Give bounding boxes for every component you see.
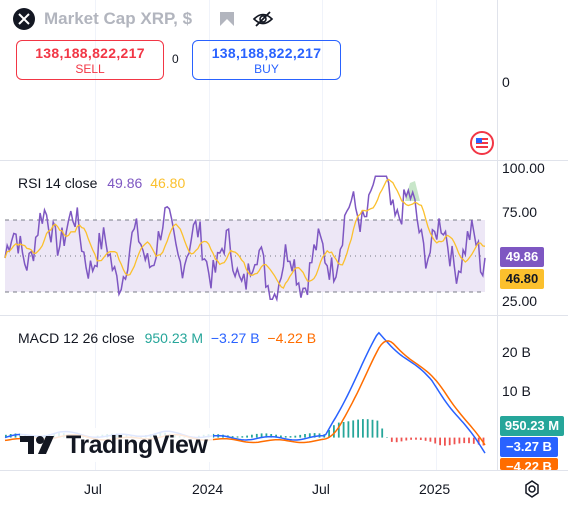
buy-price: 138,188,822,217 (211, 45, 322, 61)
macd-histogram-bar (410, 437, 412, 440)
rsi-axis-label: 100.00 (502, 160, 545, 176)
rsi-legend-label: RSI 14 close (18, 175, 98, 191)
rsi-axis-label: 25.00 (502, 293, 538, 309)
macd-axis-label: 20 B (502, 344, 531, 360)
macd-histogram-bar (444, 437, 446, 446)
macd-histogram-bar (313, 433, 316, 438)
rsi-legend[interactable]: RSI 14 close 49.86 46.80 (18, 175, 185, 191)
rsi-axis-label: 75.00 (502, 204, 538, 220)
macd-histogram-bar (468, 437, 470, 444)
rsi-legend-value: 49.86 (107, 175, 143, 191)
sell-price: 138,188,822,217 (35, 45, 145, 61)
macd-histogram-bar (251, 434, 253, 438)
macd-histogram-bar (472, 437, 475, 444)
macd-hist-badge: 950.23 M (500, 416, 564, 436)
time-axis-label: 2025 (419, 481, 451, 497)
price-axis-label: 0 (502, 74, 510, 90)
macd-axis-label: 10 B (502, 383, 531, 399)
macd-histogram-bar (299, 434, 302, 438)
time-axis-border (0, 470, 568, 471)
time-axis-label: 2024 (192, 481, 224, 497)
macd-histogram-bar (439, 437, 441, 446)
macd-histogram-bar (376, 420, 379, 438)
macd-histogram-bar (275, 434, 277, 438)
eye-hidden-icon[interactable] (252, 9, 274, 29)
square-marker-icon[interactable] (219, 11, 235, 27)
rsi-line (4, 175, 486, 303)
macd-histogram-bar (284, 436, 287, 438)
macd-histogram-bar (342, 422, 345, 438)
macd-histogram-bar (328, 430, 330, 438)
macd-histogram-bar (308, 433, 311, 438)
us-flag-icon[interactable] (470, 131, 494, 155)
macd-histogram-bar (477, 437, 480, 445)
macd-histogram-bar (371, 419, 374, 438)
macd-histogram-bar (405, 437, 408, 441)
rsi-ma-badge: 46.80 (500, 269, 544, 289)
macd-histogram-bar (5, 434, 7, 438)
macd-histogram-bar (347, 421, 350, 438)
macd-histogram-bar (236, 436, 239, 438)
rsi-chart (4, 175, 486, 303)
macd-histogram-bar (337, 422, 340, 438)
macd-histogram-bar (362, 419, 364, 438)
macd-histogram-bar (400, 437, 403, 442)
symbol-title[interactable]: Market Cap XRP, $ (44, 9, 193, 28)
macd-histogram-bar (424, 437, 427, 441)
macd-hist-legend-value: 950.23 M (144, 330, 203, 346)
sell-label: SELL (75, 62, 105, 76)
buy-label: BUY (254, 62, 279, 76)
rsi-value-badge: 49.86 (500, 247, 544, 267)
macd-histogram-bar (246, 435, 248, 438)
settings-gear-icon[interactable] (522, 479, 542, 499)
macd-legend[interactable]: MACD 12 26 close 950.23 M −3.27 B −4.22 … (18, 330, 316, 346)
macd-histogram-bar (304, 434, 306, 438)
macd-histogram-bar (453, 437, 456, 445)
macd-histogram-bar (241, 436, 244, 438)
macd-histogram-bar (458, 437, 461, 444)
macd-signal-legend-value: −4.22 B (267, 330, 317, 346)
macd-histogram-bar (265, 433, 268, 438)
macd-histogram-bar (390, 437, 393, 442)
price-axis-border (497, 0, 498, 470)
macd-histogram-bar (231, 436, 234, 438)
macd-histogram-bar (280, 435, 282, 438)
sell-button[interactable]: 138,188,822,217 SELL (16, 40, 164, 80)
macd-histogram-bar (429, 437, 432, 442)
pane-separator[interactable] (0, 315, 568, 316)
macd-signal-badge: −4.22 B (500, 458, 558, 470)
macd-histogram-bar (289, 436, 292, 438)
xrp-logo-icon (13, 8, 35, 30)
macd-legend-value: −3.27 B (210, 330, 260, 346)
rsi-ma-legend-value: 46.80 (150, 175, 186, 191)
macd-legend-label: MACD 12 26 close (18, 330, 135, 346)
time-axis-label: Jul (84, 481, 102, 497)
buy-button[interactable]: 138,188,822,217 BUY (192, 40, 341, 80)
macd-histogram-bar (333, 425, 335, 438)
macd-histogram-bar (381, 428, 384, 438)
macd-histogram-bar (352, 420, 355, 438)
macd-histogram-bar (366, 419, 369, 438)
pane-separator[interactable] (0, 160, 568, 161)
macd-histogram-bar (434, 437, 437, 444)
tradingview-watermark[interactable]: TradingView (20, 428, 214, 462)
macd-histogram-bar (386, 437, 388, 438)
macd-histogram-bar (395, 437, 398, 443)
macd-histogram-bar (415, 437, 417, 440)
macd-histogram-bar (448, 437, 451, 446)
macd-histogram-bar (357, 419, 359, 438)
macd-histogram-bar (419, 437, 422, 440)
tradingview-logo-icon (20, 436, 54, 454)
macd-histogram-bar (255, 433, 258, 438)
macd-histogram-bar (270, 434, 273, 438)
macd-value-badge: −3.27 B (500, 437, 558, 457)
time-axis-label: Jul (312, 481, 330, 497)
watermark-text: TradingView (66, 430, 208, 459)
spread-value: 0 (172, 52, 179, 66)
macd-histogram-bar (260, 433, 263, 438)
macd-histogram-bar (294, 435, 297, 438)
rsi-ma-line (4, 178, 486, 290)
macd-histogram-bar (463, 437, 466, 444)
